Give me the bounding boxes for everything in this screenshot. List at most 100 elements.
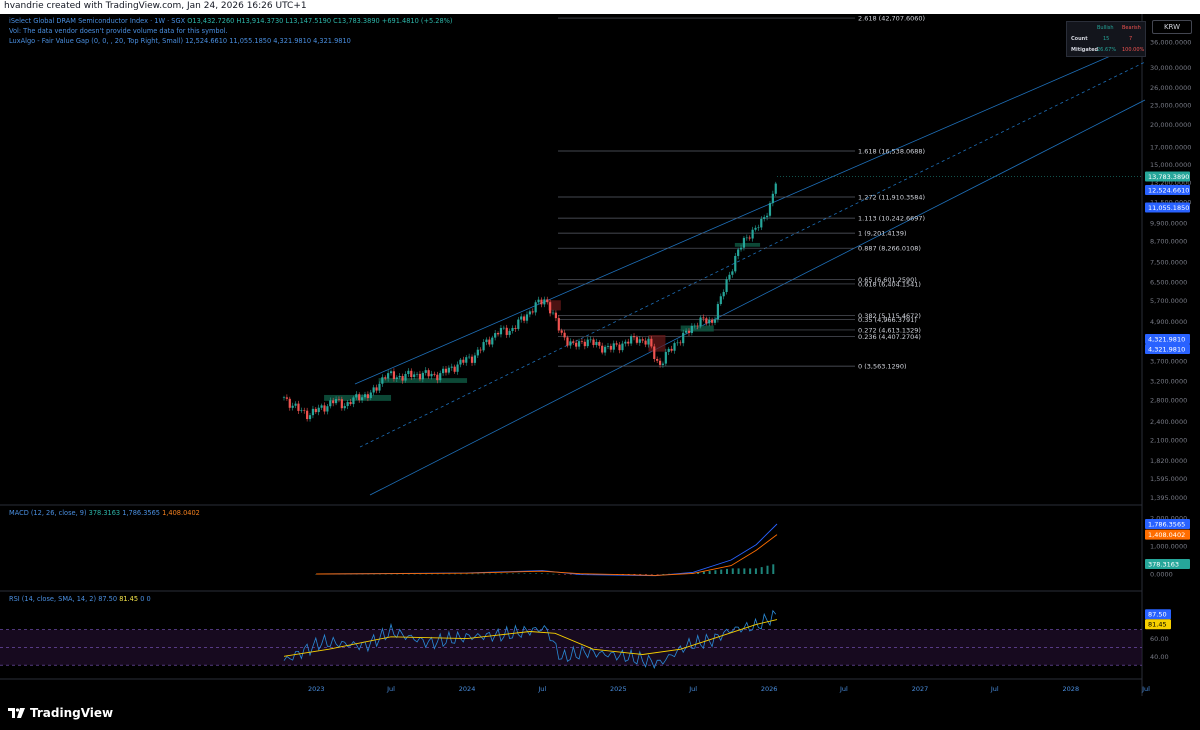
macd-histogram-bar [720,569,723,574]
macd-value-tag-text: 1,786.3565 [1148,520,1185,528]
x-tick-label: Jul [386,685,395,693]
y-tick-label: 11,500.0000 [1150,198,1191,206]
candle-body [447,367,450,373]
candle-body [381,377,384,384]
candle-body [627,341,630,344]
candle-body [731,271,734,275]
candle-body [595,341,598,346]
candle-body [549,302,552,314]
y-tick-label: 8,700.0000 [1150,238,1187,246]
candle-body [479,349,482,351]
candle-body [355,394,358,398]
macd-signal-line [316,534,778,576]
macd-histogram-bar [523,573,526,575]
candle-body [684,330,688,333]
candle-body [638,339,641,343]
macd-legend: MACD (12, 26, close, 9) 378.3163 1,786.3… [9,509,200,517]
candle-body [476,349,479,356]
price-label-text: 12,524.6610 [1148,186,1189,194]
candle-body [711,319,714,323]
fvg-stats-table: Bullish Bearish Count 15 7 Mitigated 26.… [1066,21,1146,57]
symbol-title[interactable]: iSelect Global DRAM Semiconductor Index … [9,17,186,25]
candle-body [699,317,702,327]
macd-histogram-bar [697,572,700,574]
candle-body [404,373,407,381]
fib-level-label: 0.382 (5,115.4672) [858,312,921,320]
currency-label[interactable]: KRW [1152,20,1192,34]
chart-canvas[interactable]: 1,395.0000 1,595.0000 1,820.0000 2,100.0000… [0,14,1200,696]
candle-body [346,402,349,407]
candle-body [540,299,543,305]
candle-body [569,341,572,346]
macd-histogram-bar [650,574,653,575]
candle-body [427,370,430,377]
candle-body [468,356,471,358]
candle-body [560,330,563,333]
fvg-bear-zone [548,300,561,311]
luxalgo-title[interactable]: LuxAlgo - Fair Value Gap (0, 0, , 20, To… [9,37,184,45]
candle-body [502,327,505,329]
macd-histogram-bar [465,573,468,575]
tradingview-logo[interactable]: TradingView [8,706,113,720]
footer: TradingView [0,696,1200,730]
macd-value-tag [1145,559,1190,569]
rsi-tail: 0 0 [140,595,151,603]
fvg-bull-zone [680,325,714,332]
y-tick-label: 3,200.0000 [1150,378,1187,386]
y-tick-label: 5,700.0000 [1150,297,1187,305]
candle-body [572,341,575,343]
candle-body [303,410,306,411]
candle-body [410,370,413,378]
candle-body [705,318,708,324]
macd-hist-value: 378.3163 [88,509,121,517]
fib-level-label: 1 (9,201.4139) [858,230,907,238]
candle-body [334,399,338,404]
chart-frame[interactable]: 1,395.0000 1,595.0000 1,820.0000 2,100.0000… [0,14,1200,696]
candle-body [291,405,294,408]
candle-body [664,351,667,364]
macd-y-tick-label: 2,000.0000 [1150,515,1187,523]
price-label-tag [1145,171,1190,182]
macd-title[interactable]: MACD (12, 26, close, 9) [9,509,87,517]
candle-body [687,330,691,333]
macd-histogram-bar [488,573,491,575]
macd-value-tag-text: 1,408.0402 [1148,531,1185,539]
candle-body [308,415,312,420]
x-tick-label: Jul [839,685,848,693]
candle-body [713,319,717,323]
candle-body [343,406,346,409]
luxalgo-legend: LuxAlgo - Fair Value Gap (0, 0, , 20, To… [9,37,351,45]
rsi-title[interactable]: RSI (14, close, SMA, 14, 2) [9,595,97,603]
candle-body [294,403,297,406]
stats-header-bullish: Bullish [1097,25,1114,31]
candle-body [647,338,650,345]
candle-body [768,203,772,216]
candle-body [511,327,514,331]
candle-body [300,410,303,411]
fib-level-label: 0.65 (6,601.2590) [858,276,917,284]
macd-histogram-bar [483,573,486,575]
candle-body [514,327,517,329]
y-tick-label: 23,000.0000 [1150,101,1191,109]
candle-body [719,296,722,305]
y-tick-label: 20,000.0000 [1150,121,1191,129]
candle-body [358,394,361,401]
luxalgo-values: 12,524.6610 11,055.1850 4,321.9810 4,321… [185,37,351,45]
candle-body [757,227,760,229]
candle-body [326,406,329,412]
candle-body [566,337,569,346]
candle-body [537,299,540,303]
rsi-ma-line [283,619,778,657]
rsi-value-tag [1145,609,1171,620]
stats-row-count-bearish: 7 [1129,36,1133,42]
fib-level-label: 2.618 (42,707.6060) [858,15,925,23]
candle-body [375,387,378,391]
macd-histogram-bar [529,573,532,574]
candle-body [473,355,477,363]
candle-body [728,274,731,280]
candle-body [682,332,685,344]
macd-histogram-bar [500,573,503,575]
y-tick-label: 9,900.0000 [1150,219,1187,227]
fib-level-label: 0.887 (8,266.0108) [858,245,921,253]
stats-row-mitigated-bullish: 26.67% [1097,47,1117,53]
